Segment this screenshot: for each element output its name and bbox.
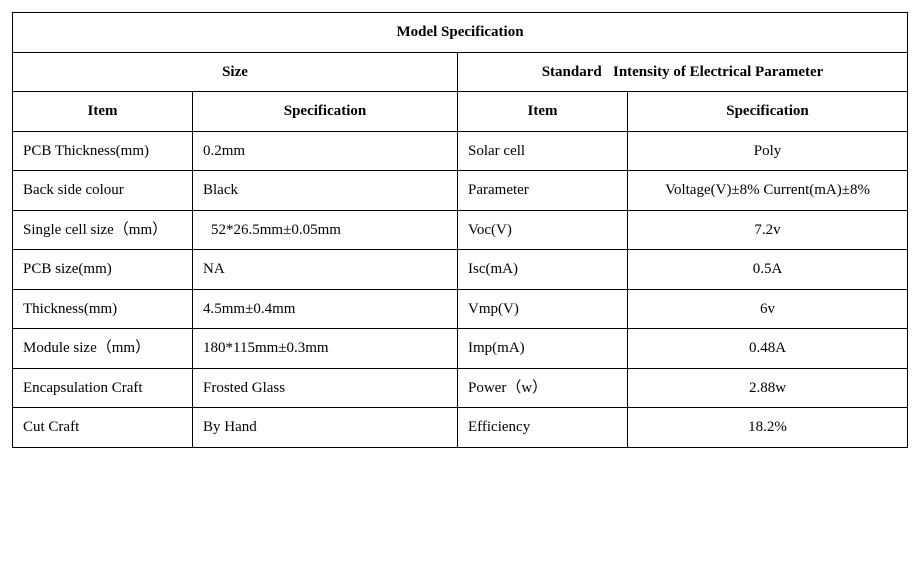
cell-spec-right: 18.2% bbox=[628, 408, 908, 448]
cell-item-left: Module size（mm） bbox=[13, 329, 193, 369]
cell-spec-right: 6v bbox=[628, 289, 908, 329]
cell-item-right: Parameter bbox=[458, 171, 628, 211]
cell-item-left: Single cell size（mm） bbox=[13, 210, 193, 250]
cell-item-right: Solar cell bbox=[458, 131, 628, 171]
electrical-section-header: Standard Intensity of Electrical Paramet… bbox=[458, 52, 908, 92]
cell-item-left: PCB size(mm) bbox=[13, 250, 193, 290]
cell-spec-right: 7.2v bbox=[628, 210, 908, 250]
table-row: Back side colour Black Parameter Voltage… bbox=[13, 171, 908, 211]
title-row: Model Specification bbox=[13, 13, 908, 53]
table-row: Module size（mm） 180*115mm±0.3mm Imp(mA) … bbox=[13, 329, 908, 369]
cell-spec-left: 0.2mm bbox=[193, 131, 458, 171]
cell-spec-right: Voltage(V)±8% Current(mA)±8% bbox=[628, 171, 908, 211]
table-title: Model Specification bbox=[13, 13, 908, 53]
cell-spec-right: Poly bbox=[628, 131, 908, 171]
table-row: Thickness(mm) 4.5mm±0.4mm Vmp(V) 6v bbox=[13, 289, 908, 329]
cell-spec-left: 4.5mm±0.4mm bbox=[193, 289, 458, 329]
table-row: PCB size(mm) NA Isc(mA) 0.5A bbox=[13, 250, 908, 290]
cell-item-left: Cut Craft bbox=[13, 408, 193, 448]
cell-spec-right: 0.5A bbox=[628, 250, 908, 290]
cell-item-left: PCB Thickness(mm) bbox=[13, 131, 193, 171]
cell-spec-left: 180*115mm±0.3mm bbox=[193, 329, 458, 369]
table-row: Cut Craft By Hand Efficiency 18.2% bbox=[13, 408, 908, 448]
cell-item-right: Efficiency bbox=[458, 408, 628, 448]
section-header-row: Size Standard Intensity of Electrical Pa… bbox=[13, 52, 908, 92]
cell-spec-left: NA bbox=[193, 250, 458, 290]
size-section-header: Size bbox=[13, 52, 458, 92]
col-header-spec-left: Specification bbox=[193, 92, 458, 132]
table-row: PCB Thickness(mm) 0.2mm Solar cell Poly bbox=[13, 131, 908, 171]
cell-spec-right: 2.88w bbox=[628, 368, 908, 408]
cell-item-right: Vmp(V) bbox=[458, 289, 628, 329]
table-row: Single cell size（mm） 52*26.5mm±0.05mm Vo… bbox=[13, 210, 908, 250]
col-header-spec-right: Specification bbox=[628, 92, 908, 132]
cell-spec-left: 52*26.5mm±0.05mm bbox=[193, 210, 458, 250]
cell-spec-right: 0.48A bbox=[628, 329, 908, 369]
column-header-row: Item Specification Item Specification bbox=[13, 92, 908, 132]
cell-item-right: Isc(mA) bbox=[458, 250, 628, 290]
cell-spec-left: By Hand bbox=[193, 408, 458, 448]
cell-spec-left: Black bbox=[193, 171, 458, 211]
cell-item-right: Power（w） bbox=[458, 368, 628, 408]
cell-item-left: Thickness(mm) bbox=[13, 289, 193, 329]
cell-item-left: Back side colour bbox=[13, 171, 193, 211]
cell-spec-left: Frosted Glass bbox=[193, 368, 458, 408]
cell-item-right: Voc(V) bbox=[458, 210, 628, 250]
table-row: Encapsulation Craft Frosted Glass Power（… bbox=[13, 368, 908, 408]
cell-item-left: Encapsulation Craft bbox=[13, 368, 193, 408]
col-header-item-right: Item bbox=[458, 92, 628, 132]
cell-item-right: Imp(mA) bbox=[458, 329, 628, 369]
col-header-item-left: Item bbox=[13, 92, 193, 132]
model-specification-table: Model Specification Size Standard Intens… bbox=[12, 12, 908, 448]
